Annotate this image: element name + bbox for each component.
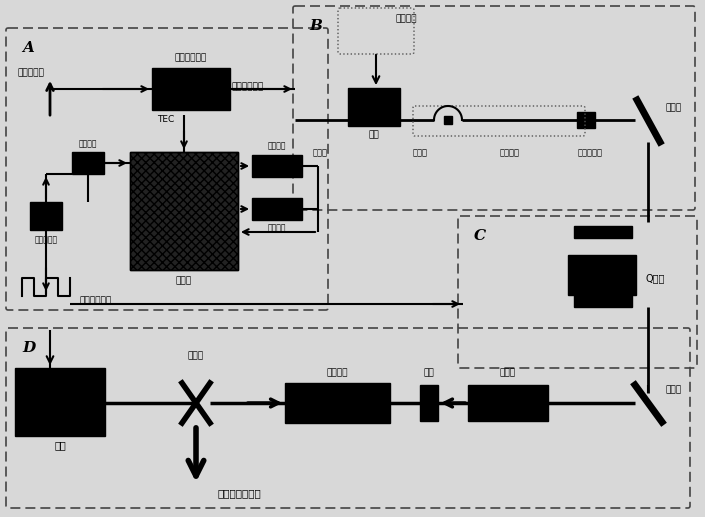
Text: TEC: TEC xyxy=(157,115,175,124)
Text: 激光: 激光 xyxy=(54,440,66,450)
Bar xyxy=(252,198,302,220)
Text: Q开关: Q开关 xyxy=(645,273,664,283)
Bar xyxy=(574,295,632,307)
Bar xyxy=(130,152,238,270)
Bar xyxy=(30,202,62,230)
Text: 调制器: 调制器 xyxy=(176,276,192,285)
Text: 半导体激光器: 半导体激光器 xyxy=(175,53,207,62)
Text: 反射镜: 反射镜 xyxy=(665,386,681,394)
Text: D: D xyxy=(22,341,35,355)
Bar xyxy=(152,68,230,110)
Bar xyxy=(15,368,105,436)
Bar xyxy=(420,385,438,421)
Bar xyxy=(468,385,548,421)
Text: 合束器: 合束器 xyxy=(412,148,427,157)
Text: 输出准直器: 输出准直器 xyxy=(577,148,603,157)
Text: 波片: 波片 xyxy=(424,368,434,377)
Text: 信号放大率: 信号放大率 xyxy=(18,68,45,77)
Text: 隔离器: 隔离器 xyxy=(500,368,516,377)
Text: 同步控制信号: 同步控制信号 xyxy=(80,296,112,305)
Bar xyxy=(252,155,302,177)
Text: A: A xyxy=(22,41,34,55)
Text: 功率监控: 功率监控 xyxy=(268,223,286,232)
Text: 反射镜: 反射镜 xyxy=(665,103,681,113)
Bar xyxy=(348,88,400,126)
Bar xyxy=(285,383,390,423)
Text: 温度监控: 温度监控 xyxy=(268,141,286,150)
Text: 驱动电路: 驱动电路 xyxy=(395,14,417,23)
Bar xyxy=(568,255,636,295)
Bar xyxy=(72,152,104,174)
Text: 高能量脉冲输出: 高能量脉冲输出 xyxy=(218,488,262,498)
Text: 增益晶体: 增益晶体 xyxy=(326,368,348,377)
Text: 光纤耦合输出: 光纤耦合输出 xyxy=(232,82,264,91)
Text: 脉冲调节: 脉冲调节 xyxy=(79,139,97,148)
Bar xyxy=(130,152,238,270)
Text: 波分镜: 波分镜 xyxy=(188,351,204,360)
Text: 泡源: 泡源 xyxy=(369,130,379,139)
Text: 增益光纤: 增益光纤 xyxy=(500,148,520,157)
Text: B: B xyxy=(309,19,322,33)
Bar xyxy=(444,116,452,124)
Text: 脉冲产生器: 脉冲产生器 xyxy=(35,235,58,244)
Text: C: C xyxy=(474,229,486,243)
Bar xyxy=(574,226,632,238)
Text: 滤波器: 滤波器 xyxy=(312,148,328,157)
Bar xyxy=(577,112,595,128)
